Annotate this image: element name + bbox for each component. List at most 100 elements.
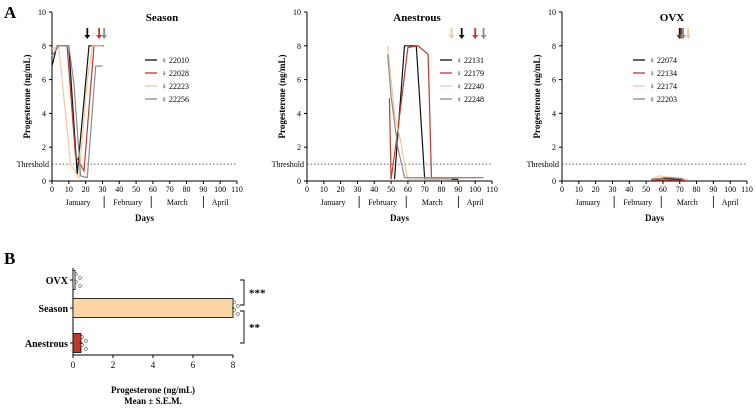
month-label: April xyxy=(722,198,740,207)
panel-b-label: B xyxy=(4,249,15,268)
threshold-label: Threshold xyxy=(527,160,559,169)
x-tick-label: 80 xyxy=(693,185,701,194)
month-label: January xyxy=(66,198,91,207)
y-tick-label: 10 xyxy=(548,8,556,17)
panel-a-label: A xyxy=(4,3,17,22)
series-line xyxy=(651,176,684,180)
x-tick-label: 40 xyxy=(115,185,123,194)
series-line xyxy=(387,54,484,179)
x-tick-label: 40 xyxy=(625,185,633,194)
x-tick-label: 10 xyxy=(575,185,583,194)
chart-title: OVX xyxy=(660,12,685,24)
x-tick-label: 30 xyxy=(353,185,361,194)
month-label: March xyxy=(422,198,443,207)
x-tick-label: 10 xyxy=(320,185,328,194)
y-axis-label: Progesterone (ng/mL) xyxy=(532,55,542,139)
x-tick-label: 70 xyxy=(421,185,429,194)
legend-entry: ♀ 22028 xyxy=(161,69,189,78)
y-axis-label: Progesterone (ng/mL) xyxy=(277,55,287,139)
data-point xyxy=(74,280,78,284)
x-tick-label: 90 xyxy=(709,185,717,194)
x-tick-label: 20 xyxy=(82,185,90,194)
y-tick-label: 8 xyxy=(552,42,556,51)
event-arrow-head xyxy=(101,35,108,39)
month-label: January xyxy=(321,198,346,207)
x-tick-label: 70 xyxy=(676,185,684,194)
y-axis-label: Progesterone (ng/mL) xyxy=(22,55,32,139)
threshold-label: Threshold xyxy=(272,160,304,169)
series-line xyxy=(51,45,105,173)
x-tick-label: 100 xyxy=(469,185,481,194)
event-arrow-head xyxy=(96,35,103,39)
data-point xyxy=(80,335,84,339)
month-label: March xyxy=(677,198,698,207)
category-label: OVX xyxy=(46,276,69,287)
data-point xyxy=(78,284,82,288)
y-tick-label: 10 xyxy=(293,8,301,17)
category-label: Anestrous xyxy=(25,339,68,350)
legend-entry: ♀ 22203 xyxy=(649,95,677,104)
x-tick-label: 60 xyxy=(404,185,412,194)
series-line xyxy=(51,45,103,179)
month-label: February xyxy=(623,198,652,207)
x-tick-label: 8 xyxy=(231,360,236,370)
x-tick-label: 10 xyxy=(65,185,73,194)
x-tick-label: 40 xyxy=(370,185,378,194)
x-axis-label: Progesterone (ng/mL) xyxy=(111,385,195,395)
x-tick-label: 20 xyxy=(592,185,600,194)
y-tick-label: 0 xyxy=(42,177,46,186)
x-tick-label: 90 xyxy=(199,185,207,194)
series-line xyxy=(387,45,452,180)
significance-label: *** xyxy=(249,288,266,300)
y-tick-label: 2 xyxy=(42,143,46,152)
line-chart-ovx: OVX 0 2 4 6 8 10 Progesterone (ng/mL) 0 10 20 30 40 5… xyxy=(527,8,753,223)
x-axis-label: Days xyxy=(135,213,154,223)
legend-entry: ♀ 22256 xyxy=(161,95,189,104)
month-label: April xyxy=(212,198,230,207)
event-arrow-head xyxy=(448,35,455,39)
data-point xyxy=(74,272,78,276)
series-line xyxy=(51,44,103,180)
x-tick-label: 50 xyxy=(387,185,395,194)
x-tick-label: 0 xyxy=(71,360,76,370)
legend-entry: ♀ 22010 xyxy=(161,56,189,65)
x-tick-label: 6 xyxy=(191,360,196,370)
event-arrow-head xyxy=(685,35,692,39)
x-tick-label: 110 xyxy=(486,185,498,194)
y-tick-label: 4 xyxy=(552,109,556,118)
y-tick-label: 10 xyxy=(38,8,46,17)
series-line xyxy=(388,45,476,180)
y-tick-label: 4 xyxy=(42,109,46,118)
data-point xyxy=(84,347,88,351)
data-point xyxy=(236,304,240,308)
x-tick-label: 50 xyxy=(132,185,140,194)
x-tick-label: 60 xyxy=(149,185,157,194)
x-axis-label: Days xyxy=(390,213,409,223)
month-label: March xyxy=(167,198,188,207)
y-tick-label: 6 xyxy=(297,76,301,85)
x-tick-label: 110 xyxy=(231,185,243,194)
x-axis-label-2: Mean ± S.E.M. xyxy=(124,396,182,406)
line-chart-season: Season 0 2 4 6 8 10 Progesterone (ng/mL) 0 10 20 30… xyxy=(17,8,243,223)
y-tick-label: 0 xyxy=(297,177,301,186)
significance-label: ** xyxy=(249,322,261,334)
data-point xyxy=(84,339,88,343)
month-label: January xyxy=(576,198,601,207)
x-tick-label: 90 xyxy=(454,185,462,194)
data-point xyxy=(80,343,84,347)
data-point xyxy=(232,308,236,312)
x-tick-label: 2 xyxy=(111,360,116,370)
significance-bracket xyxy=(240,279,245,306)
x-tick-label: 30 xyxy=(608,185,616,194)
chart-title: Season xyxy=(146,12,178,24)
y-tick-label: 8 xyxy=(297,42,301,51)
event-arrow-head xyxy=(480,35,487,39)
event-arrow-head xyxy=(472,35,479,39)
y-tick-label: 6 xyxy=(42,76,46,85)
bar xyxy=(72,298,234,318)
month-label: February xyxy=(113,198,142,207)
x-tick-label: 80 xyxy=(183,185,191,194)
month-label: April xyxy=(467,198,485,207)
